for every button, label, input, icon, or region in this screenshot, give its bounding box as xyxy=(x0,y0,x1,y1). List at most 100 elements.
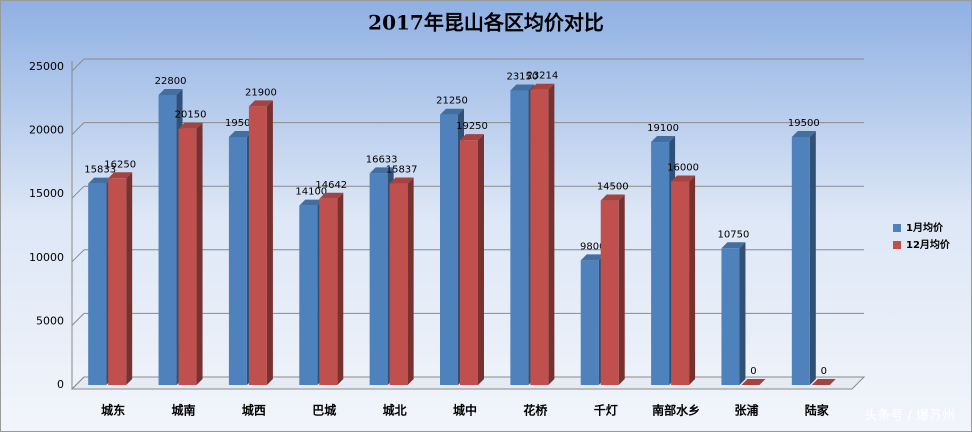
value-label: 19500 xyxy=(788,118,820,129)
bar-top xyxy=(389,177,414,184)
bar xyxy=(440,114,458,385)
legend-swatch xyxy=(893,224,901,232)
bar-side xyxy=(809,130,816,385)
bar-side xyxy=(126,172,133,385)
value-label: 20150 xyxy=(175,110,207,121)
x-tick-label: 陆家 xyxy=(805,403,830,418)
value-label: 0 xyxy=(821,366,827,377)
value-label: 14500 xyxy=(597,182,629,193)
x-tick-label: 城北 xyxy=(383,403,407,418)
bar-side xyxy=(478,134,484,385)
bar xyxy=(88,183,107,385)
bar-top xyxy=(228,130,253,137)
bar-side xyxy=(689,175,696,385)
bar-top xyxy=(460,134,484,141)
bar-top xyxy=(741,379,766,385)
bar xyxy=(600,200,619,385)
x-tick-label: 城中 xyxy=(453,403,477,418)
x-tick-label: 千灯 xyxy=(594,403,618,418)
value-label: 19500 xyxy=(225,118,257,129)
bar xyxy=(671,181,690,385)
bar-top xyxy=(178,122,203,129)
value-label: 16250 xyxy=(104,159,136,170)
bar-top xyxy=(721,242,746,249)
bar-side xyxy=(266,100,273,385)
grid-line xyxy=(71,249,85,263)
value-label: 16000 xyxy=(667,162,699,173)
bar xyxy=(510,90,529,386)
bar xyxy=(228,136,247,385)
bar xyxy=(721,248,740,385)
x-tick-label: 城东 xyxy=(101,403,125,418)
value-label: 9800 xyxy=(580,241,605,252)
value-label: 14642 xyxy=(315,180,347,191)
bar xyxy=(248,106,267,385)
bar xyxy=(319,198,338,385)
x-tick-label: 花桥 xyxy=(523,403,548,418)
x-tick-label: 南部水乡 xyxy=(652,403,700,418)
bar-top xyxy=(299,199,324,206)
legend-swatch xyxy=(893,241,901,249)
grid-line xyxy=(71,185,85,199)
bar xyxy=(460,140,478,385)
bar-side xyxy=(618,194,625,385)
y-tick-label: 15000 xyxy=(29,187,64,200)
bar-top xyxy=(811,379,836,385)
bar xyxy=(158,94,177,385)
x-tick-label: 城西 xyxy=(242,403,266,418)
bar-top xyxy=(88,177,113,184)
value-label: 10750 xyxy=(718,229,750,240)
watermark: 头条号 / 爆苏州 xyxy=(864,408,955,424)
bar-side xyxy=(337,192,344,385)
bar xyxy=(530,89,549,385)
bar-top xyxy=(580,254,605,261)
bar-top xyxy=(248,100,273,107)
bar-top xyxy=(651,136,676,143)
value-label: 21250 xyxy=(436,96,468,107)
bar-top xyxy=(600,194,625,201)
x-tick-label: 张浦 xyxy=(734,403,758,418)
value-label: 15833 xyxy=(84,165,116,176)
bar-top xyxy=(510,84,535,91)
grid-line xyxy=(71,376,85,390)
bar xyxy=(389,183,408,385)
value-label: 23214 xyxy=(526,71,558,82)
value-label: 23150 xyxy=(506,72,538,83)
bar-top xyxy=(671,175,696,182)
y-tick-label: 20000 xyxy=(29,124,64,137)
x-tick-label: 城南 xyxy=(172,403,196,418)
value-label: 22800 xyxy=(155,76,187,87)
legend-label: 1月均价 xyxy=(906,221,944,234)
bar xyxy=(580,260,599,385)
value-label: 19250 xyxy=(456,121,488,132)
bar-top xyxy=(791,130,816,137)
bar xyxy=(369,173,388,385)
value-label: 19100 xyxy=(647,123,679,134)
bar-top xyxy=(158,88,183,95)
y-tick-label: 10000 xyxy=(29,251,64,264)
value-label: 16633 xyxy=(366,154,398,165)
y-tick-label: 5000 xyxy=(36,314,64,327)
bar-top xyxy=(108,172,133,179)
x-tick-label: 巴城 xyxy=(312,403,336,418)
grid-line xyxy=(71,58,85,72)
bar xyxy=(791,136,810,385)
value-label: 14100 xyxy=(295,187,327,198)
bar-side xyxy=(196,122,203,385)
bar xyxy=(299,205,318,385)
bar xyxy=(651,142,670,385)
bar-side xyxy=(739,242,746,385)
grid-line xyxy=(71,122,85,135)
bar-top xyxy=(369,167,394,174)
bar xyxy=(178,128,197,385)
value-label: 21900 xyxy=(245,87,277,98)
bar-top xyxy=(319,192,344,199)
bar xyxy=(108,178,127,385)
chart-title: 2017年昆山各区均价对比 xyxy=(368,11,604,35)
bar-top xyxy=(440,108,464,115)
bar-side xyxy=(548,83,555,385)
legend-label: 12月均价 xyxy=(906,238,951,251)
y-tick-label: 0 xyxy=(57,378,64,391)
value-label: 0 xyxy=(750,366,756,377)
